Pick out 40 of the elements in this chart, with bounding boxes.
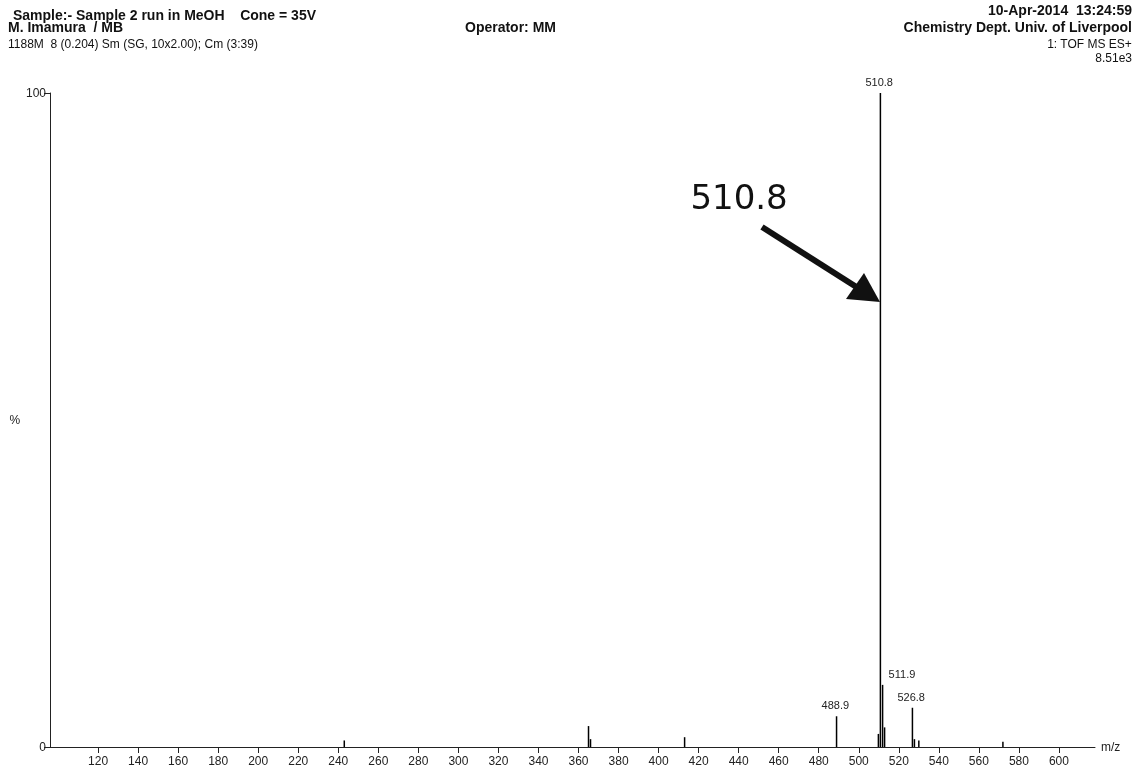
x-tick-label: 140 [128, 754, 149, 768]
text: Operator: MM [465, 19, 556, 35]
x-tick-label: 120 [88, 754, 109, 768]
text: 8.51e3 [1095, 51, 1133, 65]
annotation: 488.9 [821, 699, 850, 713]
x-tick-label: 320 [488, 754, 509, 768]
x-tick-label: 500 [848, 754, 870, 768]
x-tick-label: 240 [328, 754, 349, 768]
x-tick-label: 180 [208, 754, 229, 768]
text: 1188M 8 (0.204) Sm (SG, 10x2.00); Cm (3:39) [8, 37, 258, 51]
text: 10-Apr-2014 13:24:59 [988, 2, 1133, 18]
x-axis-title: m/z [1101, 740, 1121, 754]
x-tick-label: 520 [888, 754, 910, 768]
text: 1: TOF MS ES+ [1047, 37, 1132, 51]
x-tick-label: 420 [688, 754, 709, 768]
x-tick-label: 560 [968, 754, 990, 768]
annotation: 526.8 [897, 690, 925, 704]
x-tick-label: 380 [608, 754, 629, 768]
annotation: 510.8 [690, 177, 788, 218]
y-axis-title: % [9, 413, 21, 427]
x-tick-label: 480 [808, 754, 830, 768]
x-tick-label: 280 [408, 754, 429, 768]
annotation: 510.8 [865, 76, 893, 89]
annotation: 511.9 [888, 667, 916, 681]
x-tick-label: 400 [648, 754, 669, 768]
x-tick-label: 600 [1048, 754, 1070, 768]
x-tick-label: 160 [168, 754, 189, 768]
x-tick-label: 540 [928, 754, 950, 768]
x-tick-label: 260 [368, 754, 389, 768]
text: Chemistry Dept. Univ. of Liverpool [903, 19, 1132, 35]
x-tick-label: 360 [568, 754, 589, 768]
x-tick-label: 440 [728, 754, 749, 768]
y-tick-label: 0 [39, 740, 47, 754]
x-tick-label: 340 [528, 754, 549, 768]
x-tick-label: 580 [1008, 754, 1030, 768]
x-tick-label: 460 [768, 754, 790, 768]
x-tick-label: 200 [248, 754, 269, 768]
x-tick-label: 220 [288, 754, 309, 768]
y-tick-label: 100 [25, 86, 47, 100]
x-tick-label: 300 [448, 754, 469, 768]
